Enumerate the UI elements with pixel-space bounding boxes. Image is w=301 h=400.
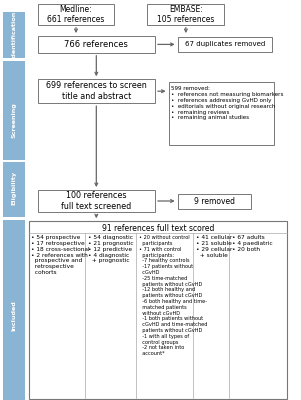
Text: Eligibility: Eligibility bbox=[11, 171, 16, 205]
FancyBboxPatch shape bbox=[3, 12, 25, 58]
Text: • 20 without control
  participants
• 71 with control
  participants:
  -7 healt: • 20 without control participants • 71 w… bbox=[139, 235, 207, 356]
FancyBboxPatch shape bbox=[147, 4, 224, 25]
Text: 9 removed: 9 removed bbox=[194, 197, 235, 206]
FancyBboxPatch shape bbox=[3, 220, 25, 400]
Text: EMBASE:
105 references: EMBASE: 105 references bbox=[157, 5, 215, 24]
FancyBboxPatch shape bbox=[29, 221, 287, 399]
FancyBboxPatch shape bbox=[38, 79, 155, 103]
Text: 91 references full text scored: 91 references full text scored bbox=[101, 224, 214, 233]
Text: Included: Included bbox=[11, 301, 16, 331]
FancyBboxPatch shape bbox=[38, 36, 155, 53]
FancyBboxPatch shape bbox=[38, 190, 155, 212]
Text: • 67 adults
• 4 paediatric
• 20 both: • 67 adults • 4 paediatric • 20 both bbox=[232, 235, 273, 252]
Text: 599 removed:
•  references not measuring biomarkers
•  references addressing GvH: 599 removed: • references not measuring … bbox=[171, 86, 284, 120]
Text: Screening: Screening bbox=[11, 102, 16, 138]
Text: 766 references: 766 references bbox=[64, 40, 128, 49]
FancyBboxPatch shape bbox=[178, 37, 272, 52]
Text: Identification: Identification bbox=[11, 11, 16, 59]
FancyBboxPatch shape bbox=[38, 4, 114, 25]
FancyBboxPatch shape bbox=[3, 61, 25, 160]
Text: Medline:
661 references: Medline: 661 references bbox=[47, 5, 105, 24]
FancyBboxPatch shape bbox=[169, 82, 274, 145]
Text: 100 references
full text screened: 100 references full text screened bbox=[61, 191, 132, 211]
Text: • 54 prospective
• 17 retrospective
• 18 cross-sectional
• 2 references with
  p: • 54 prospective • 17 retrospective • 18… bbox=[31, 235, 90, 275]
Text: • 41 cellular
• 21 soluble
• 29 cellular
  + soluble: • 41 cellular • 21 soluble • 29 cellular… bbox=[196, 235, 233, 258]
Text: 699 references to screen
title and abstract: 699 references to screen title and abstr… bbox=[46, 82, 147, 101]
Text: • 54 diagnostic
• 21 prognostic
• 12 predictive
• 4 diagnostic
  + prognostic: • 54 diagnostic • 21 prognostic • 12 pre… bbox=[88, 235, 133, 264]
FancyBboxPatch shape bbox=[178, 194, 251, 209]
Text: 67 duplicates removed: 67 duplicates removed bbox=[185, 41, 265, 47]
FancyBboxPatch shape bbox=[3, 162, 25, 217]
